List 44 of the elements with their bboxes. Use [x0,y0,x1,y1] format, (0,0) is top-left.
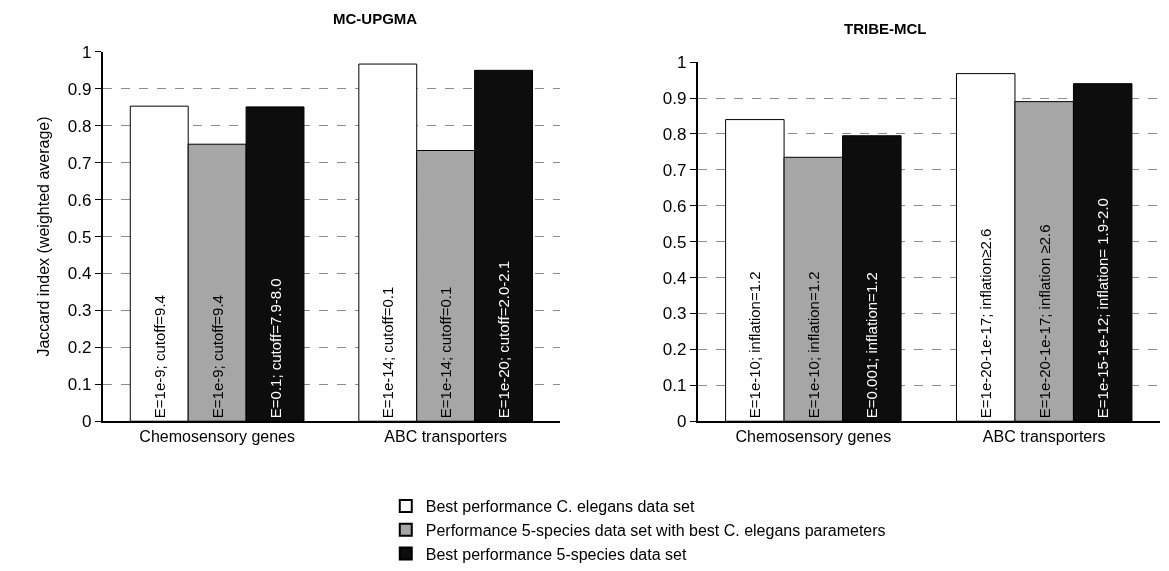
y-tick-label: 0.6 [67,190,92,210]
y-tick-label: 0.1 [67,375,92,395]
data-label: E=1e-20-1e-17; inflation≥2.6 [977,228,995,419]
x-tick-label: ABC transporters [982,428,1106,446]
y-tick-label: 0.9 [67,79,92,99]
y-tick-label: 0.5 [662,232,687,252]
data-label: E=1e-14; cutoff=0.1 [437,286,455,419]
y-tick-label: 0.2 [662,340,687,360]
y-tick-label: 0.3 [662,304,687,324]
legend-label: Best performance C. elegans data set [425,498,695,516]
data-label: E=0.001; inflation=1.2 [863,272,881,419]
y-tick-label: 1 [82,42,92,62]
data-label: E=1e-14; cutoff=0.1 [379,286,397,419]
legend-label: Performance 5-species data set with best C. elegans parameters [425,521,886,539]
chart-title: TRIBE-MCL [844,20,927,37]
data-label: E=1e-15-1e-12; inflation= 1.9-2.0 [1094,198,1112,419]
y-tick-label: 0 [82,412,92,432]
y-tick-label: 0.2 [67,338,92,358]
y-tick-label: 0.6 [662,196,687,216]
data-label: E=1e-9; cutoff=9.4 [208,295,226,419]
y-tick-label: 0.9 [662,88,687,108]
y-tick-label: 1 [677,53,687,73]
y-tick-label: 0.1 [662,376,687,396]
x-tick-label: Chemosensory genes [735,428,892,446]
x-tick-label: Chemosensory genes [139,428,295,446]
data-label: E=1e-20; cutoff=2.0-2.1 [495,260,513,419]
chart-title: MC-UPGMA [333,10,418,27]
data-label: E=0.1; cutoff=7.9-8.0 [266,278,284,419]
x-tick-label: ABC transporters [384,428,508,446]
legend-label: Best performance 5-species data set [425,545,687,563]
y-tick-label: 0.7 [662,160,687,180]
y-tick-label: 0.7 [67,153,92,173]
y-tick-label: 0.3 [67,301,92,321]
y-tick-label: 0.8 [662,124,687,144]
data-label: E=1e-20-1e-17; inflation ≥2.6 [1035,224,1053,419]
y-tick-label: 0.5 [67,227,92,247]
data-label: E=1e-9; cutoff=9.4 [150,295,168,419]
y-tick-label: 0 [677,412,687,432]
y-axis-title: Jaccard index (weighted average) [35,116,53,357]
y-tick-label: 0.4 [662,268,687,288]
y-tick-label: 0.8 [67,116,92,136]
y-tick-label: 0.4 [67,264,92,284]
data-label: E=1e-10; inflation=1.2 [746,271,764,419]
data-label: E=1e-10; inflation=1.2 [804,271,822,419]
